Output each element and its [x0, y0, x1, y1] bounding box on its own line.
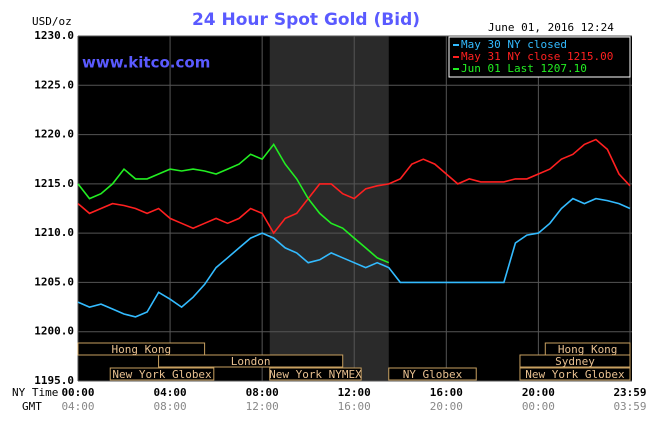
session-label: NY Globex	[403, 368, 463, 381]
gmt-tick-label: 20:00	[430, 400, 463, 413]
y-tick-label: 1210.0	[34, 226, 74, 239]
y-tick-label: 1200.0	[34, 325, 74, 338]
gmt-tick-label: 16:00	[338, 400, 371, 413]
session-box	[388, 367, 477, 381]
x-tick-label: 16:00	[430, 386, 463, 399]
series-line	[77, 197, 631, 318]
y-tick-label: 1225.0	[34, 78, 74, 91]
session-label: Hong Kong	[558, 343, 618, 356]
gmt-tick-label: 08:00	[154, 400, 187, 413]
session-label: Hong Kong	[111, 343, 171, 356]
session-label: Sydney	[555, 355, 595, 368]
session-label: New York NYMEX	[269, 368, 362, 381]
series-line	[77, 142, 390, 264]
session-box	[519, 354, 631, 368]
chart-title: 24 Hour Spot Gold (Bid)	[192, 10, 420, 30]
session-box	[109, 367, 215, 381]
x-tick-label: 08:00	[246, 386, 279, 399]
x-tick-label: 23:59	[613, 386, 646, 399]
y-tick-label: 1230.0	[34, 29, 74, 42]
y-tick-label: 1215.0	[34, 177, 74, 190]
watermark: www.kitco.com	[82, 54, 210, 72]
legend-label: May 30 NY closed	[461, 38, 567, 51]
y-tick-label: 1195.0	[34, 374, 74, 387]
legend-label: Jun 01 Last 1207.10	[461, 62, 587, 75]
y-unit: USD/oz	[32, 15, 72, 28]
session-label: London	[231, 355, 271, 368]
gmt-tick-label: 12:00	[246, 400, 279, 413]
y-tick-label: 1220.0	[34, 128, 74, 141]
session-box	[158, 354, 344, 368]
timestamp: June 01, 2016 12:24	[488, 21, 614, 34]
x-tick-label: 12:00	[338, 386, 371, 399]
x-tick-label: 20:00	[522, 386, 555, 399]
x-tick-label: 00:00	[61, 386, 94, 399]
y-tick-label: 1205.0	[34, 275, 74, 288]
session-box	[269, 367, 362, 381]
gmt-tick-label: 00:00	[522, 400, 555, 413]
session-label: New York Globex	[112, 368, 212, 381]
gmt-tick-label: 03:59	[613, 400, 646, 413]
legend-label: May 31 NY close 1215.00	[461, 50, 613, 63]
shaded-region	[269, 36, 389, 381]
gmt-tick-label: 04:00	[61, 400, 94, 413]
x-axis-label: NY Time	[12, 386, 58, 399]
legend-box	[448, 36, 631, 78]
session-box	[519, 367, 631, 381]
series-line	[77, 138, 631, 235]
x-tick-label: 04:00	[154, 386, 187, 399]
x2-axis-label: GMT	[22, 400, 42, 413]
session-box	[77, 342, 206, 356]
session-label: New York Globex	[525, 368, 625, 381]
